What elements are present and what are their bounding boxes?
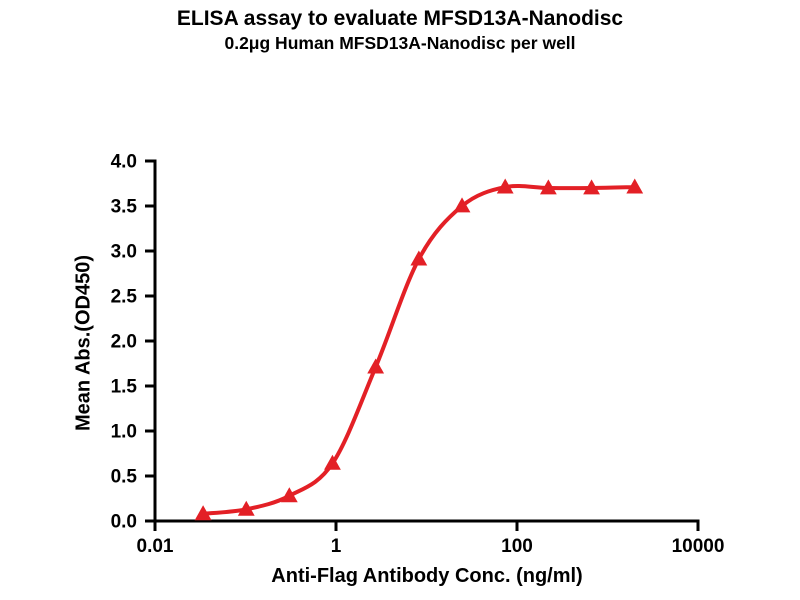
x-tick-label: 1 [331, 536, 342, 557]
y-tick-label: 3.0 [111, 242, 137, 263]
chart-subtitle: 0.2μg Human MFSD13A-Nanodisc per well [224, 33, 576, 53]
data-point-marker [453, 197, 471, 213]
data-point-marker [496, 178, 514, 194]
data-point-marker [583, 179, 600, 195]
data-point-marker [410, 250, 428, 266]
data-point-marker [539, 179, 557, 195]
x-tick-label: 0.01 [137, 536, 174, 557]
data-point-marker [367, 358, 385, 374]
y-tick-label: 0.0 [111, 512, 137, 533]
y-tick-label: 2.0 [111, 332, 137, 353]
chart-title: ELISA assay to evaluate MFSD13A-Nanodisc [176, 7, 624, 30]
axis-spine [153, 160, 698, 523]
data-point-marker [324, 454, 341, 470]
y-tick-label: 0.5 [111, 467, 138, 488]
y-tick-label: 3.5 [111, 197, 138, 218]
data-point-marker [626, 178, 644, 194]
x-tick-label: 100 [501, 536, 533, 557]
data-point-marker [194, 505, 212, 521]
y-tick-label: 4.0 [111, 152, 137, 173]
data-point-marker [237, 500, 255, 516]
x-axis-title: Anti-Flag Antibody Conc. (ng/ml) [271, 565, 583, 587]
y-tick-label: 1.5 [111, 377, 138, 398]
x-tick-label: 10000 [672, 536, 725, 557]
y-tick-label: 1.0 [111, 422, 137, 443]
y-tick-label: 2.5 [111, 287, 138, 308]
data-point-marker [280, 487, 298, 503]
dose-response-curve [201, 183, 637, 516]
